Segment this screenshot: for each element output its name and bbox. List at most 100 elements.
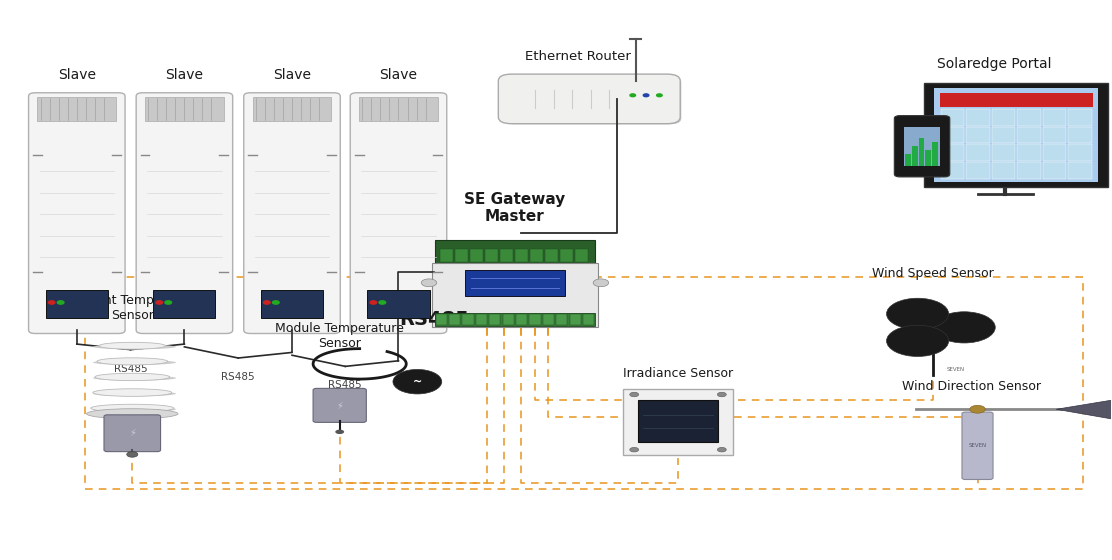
FancyBboxPatch shape [359, 97, 438, 120]
Circle shape [656, 94, 662, 97]
Circle shape [717, 447, 726, 452]
FancyBboxPatch shape [476, 314, 487, 325]
FancyBboxPatch shape [1069, 144, 1092, 161]
Ellipse shape [99, 342, 166, 349]
FancyBboxPatch shape [1043, 162, 1066, 179]
FancyBboxPatch shape [1043, 109, 1066, 126]
Circle shape [58, 301, 64, 304]
FancyBboxPatch shape [1043, 144, 1066, 161]
FancyBboxPatch shape [39, 98, 121, 332]
Circle shape [631, 94, 636, 97]
Circle shape [886, 325, 949, 357]
FancyBboxPatch shape [136, 93, 232, 334]
Circle shape [629, 393, 638, 396]
FancyBboxPatch shape [470, 249, 483, 262]
FancyBboxPatch shape [530, 249, 543, 262]
Text: Ethernet Router: Ethernet Router [525, 50, 632, 63]
FancyBboxPatch shape [1017, 144, 1041, 161]
FancyBboxPatch shape [638, 400, 718, 442]
FancyBboxPatch shape [261, 290, 324, 318]
Circle shape [156, 301, 162, 304]
Circle shape [264, 301, 270, 304]
FancyBboxPatch shape [145, 97, 224, 120]
Circle shape [272, 301, 279, 304]
FancyBboxPatch shape [515, 249, 528, 262]
FancyBboxPatch shape [966, 162, 990, 179]
Circle shape [379, 301, 386, 304]
FancyBboxPatch shape [1017, 127, 1041, 143]
Circle shape [393, 370, 441, 394]
FancyBboxPatch shape [623, 389, 733, 455]
Text: Wind Speed Sensor: Wind Speed Sensor [872, 267, 994, 280]
Ellipse shape [93, 360, 176, 365]
FancyBboxPatch shape [966, 109, 990, 126]
FancyBboxPatch shape [904, 127, 940, 166]
FancyBboxPatch shape [503, 314, 514, 325]
FancyBboxPatch shape [360, 98, 444, 332]
Text: SEVEN: SEVEN [969, 444, 986, 448]
Circle shape [370, 301, 377, 304]
FancyBboxPatch shape [925, 150, 931, 166]
Text: Solaredge Portal: Solaredge Portal [937, 57, 1051, 71]
Polygon shape [1056, 400, 1112, 419]
FancyBboxPatch shape [153, 290, 216, 318]
FancyBboxPatch shape [992, 162, 1015, 179]
Circle shape [127, 451, 138, 457]
Circle shape [629, 447, 638, 452]
Ellipse shape [95, 374, 170, 381]
FancyBboxPatch shape [1069, 109, 1092, 126]
FancyBboxPatch shape [894, 115, 950, 177]
Circle shape [717, 393, 726, 396]
FancyBboxPatch shape [433, 263, 597, 327]
FancyBboxPatch shape [1017, 109, 1041, 126]
FancyBboxPatch shape [435, 240, 595, 264]
FancyBboxPatch shape [545, 249, 557, 262]
Text: RS485: RS485 [221, 372, 255, 382]
Ellipse shape [93, 344, 176, 349]
FancyBboxPatch shape [912, 146, 917, 166]
Text: ⚡: ⚡ [336, 400, 344, 410]
Circle shape [644, 94, 648, 97]
Ellipse shape [97, 358, 168, 365]
Text: Ambient Temperature
Sensor: Ambient Temperature Sensor [64, 294, 200, 322]
FancyBboxPatch shape [463, 314, 474, 325]
Circle shape [165, 301, 171, 304]
Ellipse shape [92, 389, 171, 396]
Ellipse shape [87, 409, 178, 419]
Circle shape [970, 405, 985, 413]
FancyBboxPatch shape [924, 83, 1109, 187]
FancyBboxPatch shape [992, 144, 1015, 161]
FancyBboxPatch shape [941, 162, 964, 179]
Text: Module Temperature
Sensor: Module Temperature Sensor [276, 321, 404, 349]
FancyBboxPatch shape [966, 144, 990, 161]
FancyBboxPatch shape [919, 138, 924, 166]
FancyBboxPatch shape [252, 97, 331, 120]
Text: RS485: RS485 [399, 310, 469, 329]
FancyBboxPatch shape [932, 142, 937, 166]
FancyBboxPatch shape [350, 93, 447, 334]
FancyBboxPatch shape [244, 93, 340, 334]
FancyBboxPatch shape [485, 249, 498, 262]
FancyBboxPatch shape [543, 314, 554, 325]
FancyBboxPatch shape [516, 314, 527, 325]
FancyBboxPatch shape [559, 249, 573, 262]
FancyBboxPatch shape [504, 77, 682, 124]
Circle shape [421, 279, 437, 287]
FancyBboxPatch shape [1017, 162, 1041, 179]
FancyBboxPatch shape [465, 270, 565, 296]
FancyBboxPatch shape [992, 127, 1015, 143]
FancyBboxPatch shape [575, 249, 587, 262]
FancyBboxPatch shape [1069, 127, 1092, 143]
FancyBboxPatch shape [449, 314, 460, 325]
FancyBboxPatch shape [941, 144, 964, 161]
Text: Slave: Slave [274, 68, 311, 82]
Circle shape [48, 301, 54, 304]
FancyBboxPatch shape [940, 93, 1093, 107]
Text: ~: ~ [413, 377, 421, 387]
Text: Slave: Slave [166, 68, 203, 82]
Circle shape [933, 312, 995, 343]
Text: SE Gateway
Master: SE Gateway Master [465, 192, 566, 224]
FancyBboxPatch shape [105, 415, 160, 451]
FancyBboxPatch shape [435, 313, 595, 326]
FancyBboxPatch shape [146, 98, 229, 332]
